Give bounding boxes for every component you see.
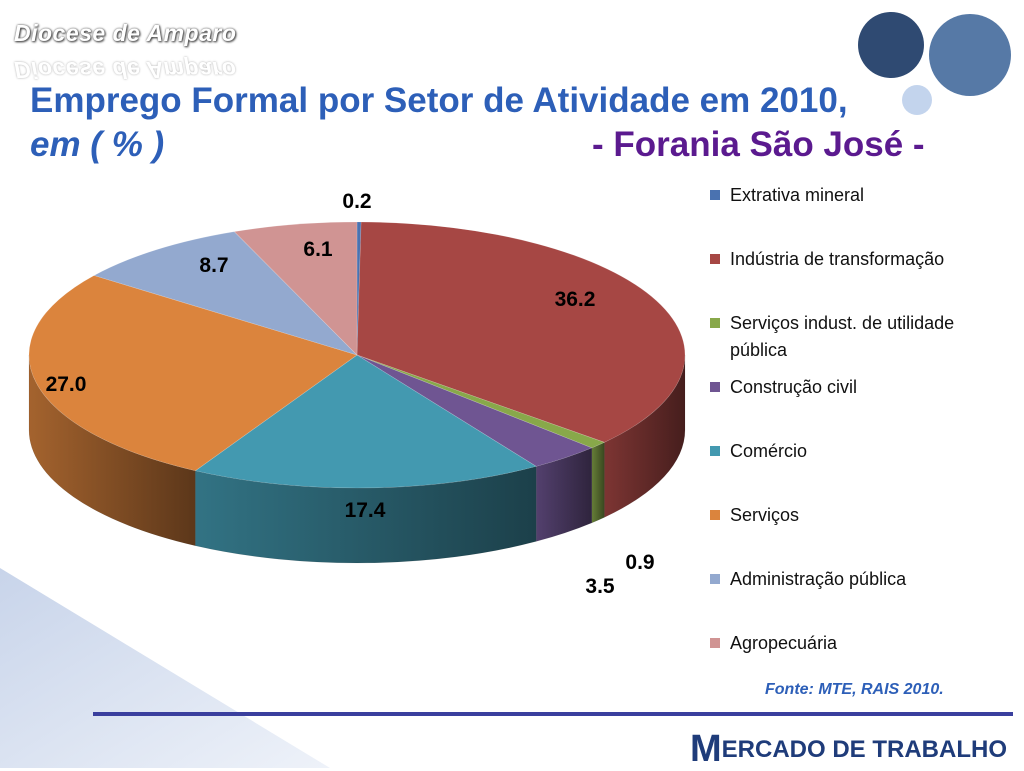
data-label-agropecu-ria: 6.1	[303, 238, 333, 261]
pie-slice-agropecu-ria	[233, 221, 358, 356]
data-label-servi-os-indust-de-utilidade-p-blica: 0.9	[625, 551, 654, 574]
pie-slice-constru-o-civil	[356, 354, 593, 467]
pie-slice-ind-stria-de-transforma-o	[356, 221, 686, 443]
title-unit: em ( % )	[30, 125, 165, 164]
pie-slice-servi-os-indust-de-utilidade-p-blica	[356, 354, 606, 449]
page-subtitle: - Forania São José -	[592, 125, 925, 164]
decor-circle-dark	[858, 12, 924, 78]
legend-swatch	[710, 446, 720, 456]
page-title: Emprego Formal por Setor de Atividade em…	[30, 81, 848, 120]
pie-side-servi-os-indust-de-utilidade-p-blica	[591, 441, 605, 524]
legend-label: Indústria de transformação	[730, 249, 945, 269]
legend-label: Agropecuária	[730, 633, 838, 653]
legend-item: Comércio	[710, 438, 1000, 465]
data-label-ind-stria-de-transforma-o: 36.2	[555, 288, 596, 311]
data-label-administra-o-p-blica: 8.7	[199, 254, 228, 277]
legend-item: Serviços	[710, 502, 1000, 529]
legend-item: Administração pública	[710, 566, 1000, 593]
footer-section-title: MERCADO DE TRABALHO	[690, 728, 1007, 771]
legend-swatch	[710, 190, 720, 200]
pie-slice-extrativa-mineral	[356, 221, 362, 356]
brand-name: Diocese de Amparo	[14, 20, 237, 46]
legend-swatch	[710, 638, 720, 648]
legend-item: Indústria de transformação	[710, 246, 1000, 273]
legend-label: Comércio	[730, 441, 808, 461]
pie-slice-servi-os	[28, 275, 358, 472]
footer-initial: M	[690, 728, 722, 770]
legend-item: Extrativa mineral	[710, 182, 1000, 209]
data-label-servi-os: 27.0	[46, 373, 87, 396]
legend-label: Serviços indust. de utilidade pública	[730, 313, 955, 360]
legend-label: Construção civil	[730, 377, 858, 397]
pie-slice-com-rcio	[194, 354, 537, 489]
source-note: Fonte: MTE, RAIS 2010.	[765, 681, 944, 698]
legend-label: Extrativa mineral	[730, 185, 865, 205]
legend-item: Construção civil	[710, 374, 1000, 401]
legend-swatch	[710, 318, 720, 328]
legend-swatch	[710, 254, 720, 264]
footer-rule	[93, 712, 1013, 716]
decorative-circles	[858, 12, 1011, 115]
pie-slice-administra-o-p-blica	[93, 231, 358, 356]
data-label-com-rcio: 17.4	[345, 499, 386, 522]
legend-item: Agropecuária	[710, 630, 1000, 657]
legend-label: Serviços	[730, 505, 800, 525]
data-label-constru-o-civil: 3.5	[585, 575, 615, 598]
legend-item: Serviços indust. de utilidade pública	[710, 310, 1000, 364]
legend-swatch	[710, 382, 720, 392]
footer-rest: ERCADO DE TRABALHO	[721, 736, 1007, 763]
legend-swatch	[710, 510, 720, 520]
pie-chart: 0.2 36.2 0.9 3.5 17.4 27.0 8.7 6.1	[28, 190, 686, 598]
legend-label: Administração pública	[730, 569, 907, 589]
decor-circle-small	[902, 85, 932, 115]
decor-circle-light	[929, 14, 1011, 96]
data-label-extrativa-mineral: 0.2	[342, 190, 371, 213]
brand-reflection: Diocese de Amparo	[14, 57, 237, 83]
legend-swatch	[710, 574, 720, 584]
